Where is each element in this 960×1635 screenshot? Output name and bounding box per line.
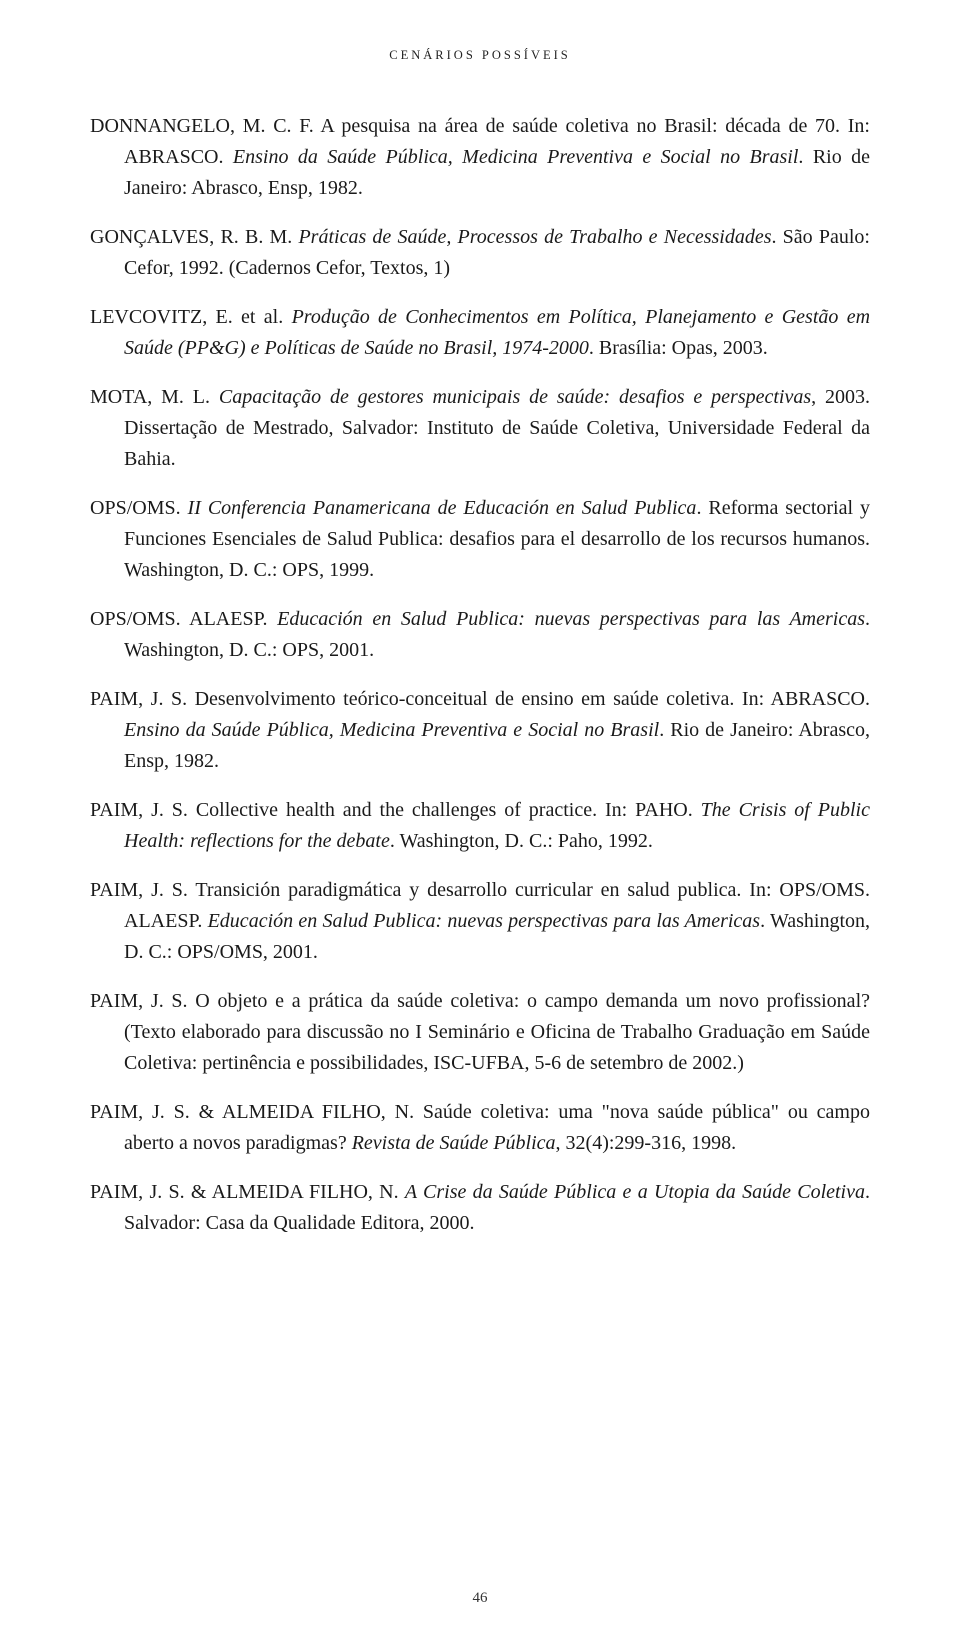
reference-italic-text: Educación en Salud Publica: nuevas persp…	[208, 910, 761, 932]
reference-entry: PAIM, J. S. Transición paradigmática y d…	[90, 875, 870, 968]
reference-text: . Washington, D. C.: Paho, 1992.	[390, 830, 653, 852]
reference-italic-text: Práticas de Saúde, Processos de Trabalho…	[298, 226, 771, 248]
reference-text: OPS/OMS.	[90, 497, 188, 519]
reference-text: . Brasília: Opas, 2003.	[589, 337, 768, 359]
reference-entry: PAIM, J. S. & ALMEIDA FILHO, N. A Crise …	[90, 1177, 870, 1239]
reference-text: OPS/OMS. ALAESP.	[90, 608, 277, 630]
reference-entry: GONÇALVES, R. B. M. Práticas de Saúde, P…	[90, 222, 870, 284]
reference-text: MOTA, M. L.	[90, 386, 219, 408]
references-list: DONNANGELO, M. C. F. A pesquisa na área …	[90, 111, 870, 1239]
reference-italic-text: Educación en Salud Publica: nuevas persp…	[277, 608, 865, 630]
reference-entry: MOTA, M. L. Capacitação de gestores muni…	[90, 382, 870, 475]
reference-entry: PAIM, J. S. & ALMEIDA FILHO, N. Saúde co…	[90, 1097, 870, 1159]
reference-entry: PAIM, J. S. Collective health and the ch…	[90, 795, 870, 857]
reference-italic-text: Ensino da Saúde Pública, Medicina Preven…	[233, 146, 799, 168]
reference-entry: PAIM, J. S. Desenvolvimento teórico-conc…	[90, 684, 870, 777]
reference-entry: PAIM, J. S. O objeto e a prática da saúd…	[90, 986, 870, 1079]
reference-italic-text: Capacitação de gestores municipais de sa…	[219, 386, 811, 408]
reference-entry: OPS/OMS. II Conferencia Panamericana de …	[90, 493, 870, 586]
reference-entry: LEVCOVITZ, E. et al. Produção de Conheci…	[90, 302, 870, 364]
reference-text: LEVCOVITZ, E. et al.	[90, 306, 292, 328]
reference-text: GONÇALVES, R. B. M.	[90, 226, 298, 248]
reference-italic-text: Revista de Saúde Pública	[352, 1132, 556, 1154]
reference-italic-text: II Conferencia Panamericana de Educación…	[188, 497, 697, 519]
reference-text: , 32(4):299-316, 1998.	[556, 1132, 737, 1154]
reference-text: PAIM, J. S. & ALMEIDA FILHO, N.	[90, 1181, 405, 1203]
page-number: 46	[0, 1590, 960, 1607]
reference-entry: OPS/OMS. ALAESP. Educación en Salud Publ…	[90, 604, 870, 666]
page-header: CENÁRIOS POSSÍVEIS	[90, 48, 870, 63]
reference-italic-text: A Crise da Saúde Pública e a Utopia da S…	[405, 1181, 865, 1203]
reference-text: PAIM, J. S. Collective health and the ch…	[90, 799, 701, 821]
reference-italic-text: Ensino da Saúde Pública, Medicina Preven…	[124, 719, 659, 741]
reference-text: PAIM, J. S. Desenvolvimento teórico-conc…	[90, 688, 870, 710]
reference-text: PAIM, J. S. O objeto e a prática da saúd…	[90, 990, 870, 1074]
reference-entry: DONNANGELO, M. C. F. A pesquisa na área …	[90, 111, 870, 204]
